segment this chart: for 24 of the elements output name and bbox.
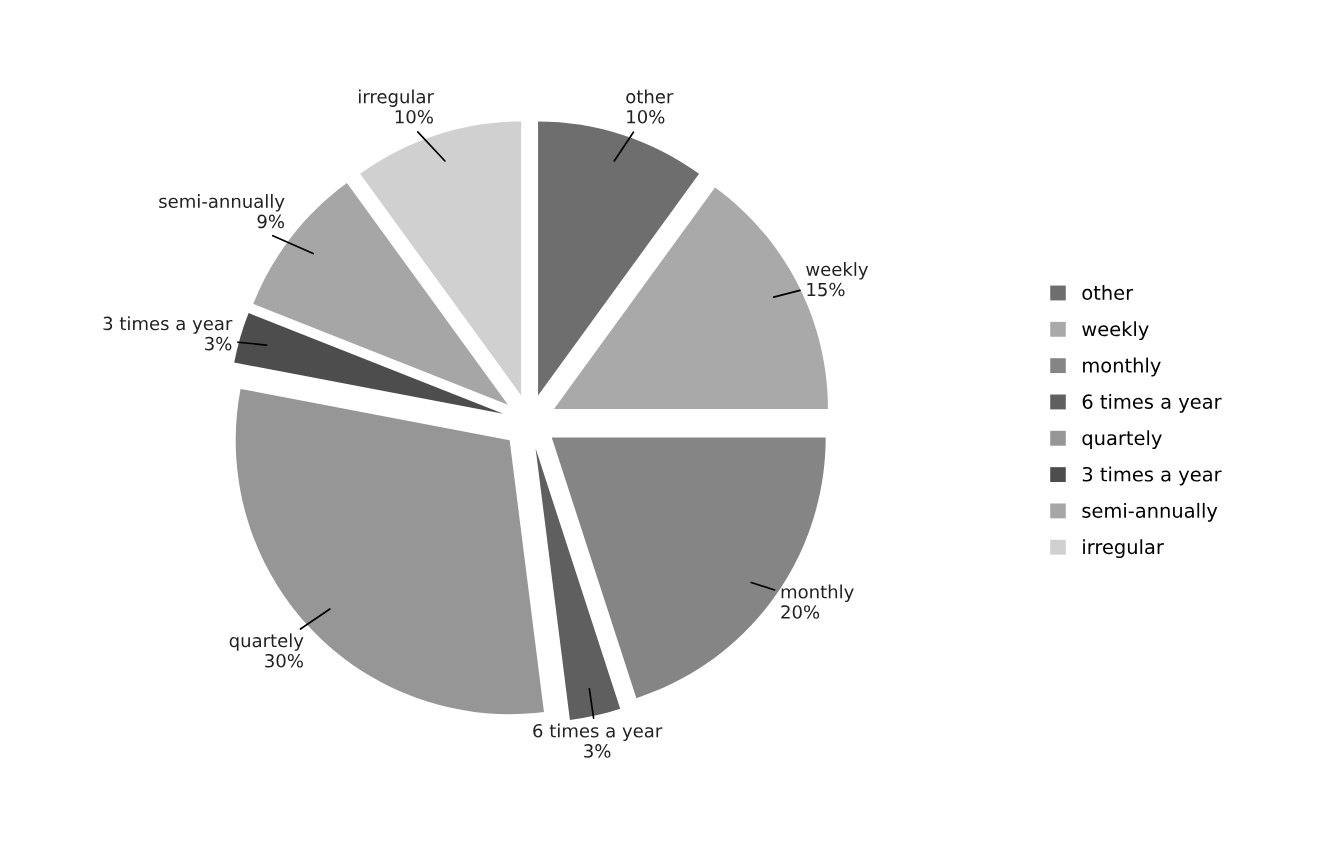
legend-label: 6 times a year — [1082, 393, 1222, 413]
legend-label: quartely — [1082, 430, 1162, 450]
slice-label: semi-annually — [159, 194, 285, 212]
slice-label: other — [626, 89, 674, 104]
slice-label: weekly — [806, 262, 869, 280]
legend-label: semi-annually — [1082, 502, 1218, 522]
data-label: 3% — [205, 336, 232, 351]
slice-label: 3 times a year — [103, 316, 233, 334]
data-label: 10% — [627, 109, 665, 124]
slice-label: irregular — [358, 89, 434, 107]
legend-label: irregular — [1083, 539, 1164, 559]
slice-label: 6 times a year — [533, 723, 663, 742]
legend-label: weekly — [1082, 321, 1149, 341]
legend-label: 3 times a year — [1082, 466, 1222, 486]
data-label: 10% — [395, 109, 433, 124]
legend-label: monthly — [1083, 357, 1161, 377]
data-label: 3% — [584, 744, 611, 758]
slice-label: quartely — [229, 633, 304, 651]
legend-label: other — [1082, 284, 1134, 301]
data-label: 15% — [807, 282, 845, 297]
data-label: 20% — [781, 605, 820, 619]
data-label: 30% — [265, 653, 303, 668]
slice-label: monthly — [781, 584, 854, 603]
data-label: 9% — [257, 214, 285, 229]
